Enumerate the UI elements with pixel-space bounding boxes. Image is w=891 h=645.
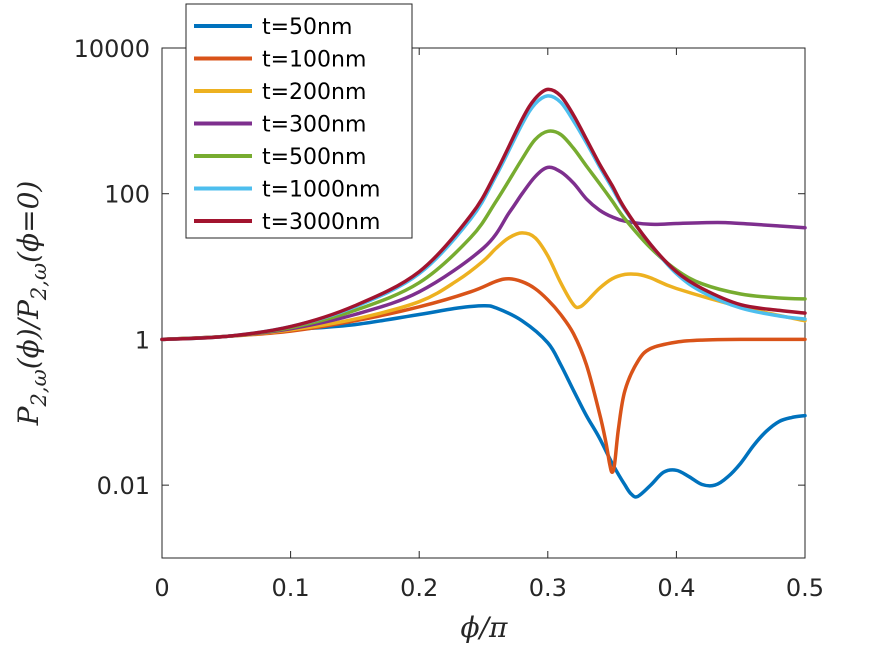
legend-label: t=500nm: [262, 145, 366, 170]
legend: t=50nm t=100nm t=200nm t=300nm t=500nm t=1000…: [185, 3, 413, 239]
legend-label: t=100nm: [262, 48, 366, 73]
y-tick-label: 10000: [74, 35, 150, 63]
legend-label: t=1000nm: [262, 178, 380, 203]
legend-label: t=3000nm: [262, 210, 380, 235]
series-line-t=300nm: [160, 165, 807, 342]
x-tick-label: 0: [154, 574, 169, 602]
legend-label: t=200nm: [262, 80, 366, 105]
legend-box: [185, 3, 413, 239]
x-axis-title: ϕ/π: [461, 611, 509, 644]
y-tick-label: 1: [135, 326, 150, 354]
y-axis-title: P2,ω(ϕ)/P2,ω(ϕ=0): [12, 181, 51, 427]
x-tick-label: 0.4: [657, 574, 695, 602]
series-line-t=500nm: [160, 129, 807, 342]
series-line-t=100nm: [160, 277, 807, 475]
y-tick-label: 100: [104, 181, 150, 209]
x-tick-labels: 0 0.1 0.2 0.3 0.4 0.5: [154, 574, 824, 602]
x-tick-label: 0.3: [529, 574, 567, 602]
x-tick-label: 0.2: [400, 574, 438, 602]
y-tick-labels: 0.01 1 100 10000: [74, 35, 150, 500]
axis-ticks: [161, 47, 806, 558]
series-lines: [160, 87, 807, 499]
series-line-t=3000nm: [160, 87, 807, 342]
series-line-t=200nm: [160, 231, 807, 342]
x-tick-label: 0.1: [272, 574, 310, 602]
y-tick-label: 0.01: [97, 472, 150, 500]
series-line-t=50nm: [160, 303, 807, 499]
legend-label: t=300nm: [262, 113, 366, 138]
x-tick-label: 0.5: [786, 574, 824, 602]
legend-label: t=50nm: [262, 15, 352, 40]
